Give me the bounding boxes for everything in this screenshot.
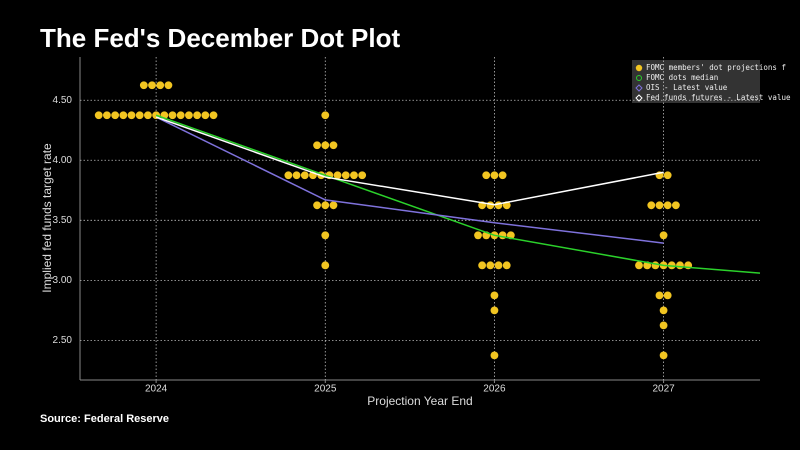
dot (490, 351, 499, 360)
dot (164, 81, 173, 90)
dot (111, 111, 120, 120)
dot (663, 291, 672, 300)
series-line (155, 116, 664, 206)
dot (321, 201, 330, 210)
dot (663, 171, 672, 180)
dot (659, 306, 668, 315)
dot (94, 111, 103, 120)
series-line (155, 116, 664, 244)
dot (498, 231, 507, 240)
dot (185, 111, 193, 120)
dot (663, 201, 672, 210)
dot (498, 171, 507, 180)
dot (209, 111, 218, 120)
dot (333, 171, 342, 180)
dot (490, 306, 499, 315)
legend-marker (636, 75, 642, 81)
legend-box (632, 60, 760, 103)
dot (103, 111, 111, 120)
y-tick-label: 2.50 (53, 335, 73, 346)
dot (478, 261, 487, 270)
dot (139, 81, 148, 90)
x-axis-label: Projection Year End (367, 394, 472, 408)
dot (341, 171, 350, 180)
dot (659, 321, 668, 330)
dot (201, 111, 210, 120)
dot (494, 201, 503, 210)
dot (329, 141, 338, 150)
dot (119, 111, 128, 120)
legend-label: FOMC members' dot projections f (646, 63, 786, 72)
legend-marker (635, 84, 643, 92)
dot (494, 261, 503, 270)
legend-label: FOMC dots median (646, 73, 718, 82)
dot (486, 261, 495, 270)
x-tick-label: 2026 (483, 384, 506, 395)
dot (482, 171, 491, 180)
y-tick-label: 3.00 (53, 275, 73, 286)
dot (659, 231, 668, 240)
dot (676, 261, 684, 270)
dot (313, 201, 321, 210)
dot (659, 351, 668, 360)
x-tick-label: 2024 (145, 384, 168, 395)
dot (284, 171, 293, 180)
source-note: Source: Federal Reserve (40, 413, 169, 425)
dot (490, 171, 499, 180)
dot (168, 111, 177, 120)
x-tick-label: 2027 (652, 384, 675, 395)
dot (321, 261, 330, 270)
dot (321, 111, 330, 120)
chart-title: The Fed's December Dot Plot (40, 23, 400, 53)
dot (490, 291, 499, 300)
dot (358, 171, 367, 180)
dot (651, 261, 660, 270)
dot (655, 201, 664, 210)
y-tick-label: 3.50 (53, 215, 73, 226)
dot (329, 201, 338, 210)
dot (350, 171, 358, 180)
dot (647, 201, 656, 210)
dot (156, 81, 165, 90)
dot (502, 261, 511, 270)
x-tick-label: 2025 (314, 384, 337, 395)
y-tick-label: 4.50 (53, 95, 73, 106)
dot (176, 111, 185, 120)
dot (313, 141, 321, 150)
dot (321, 231, 330, 240)
legend-marker (635, 64, 643, 72)
dot (321, 141, 330, 150)
dot (148, 81, 156, 90)
dot (486, 201, 495, 210)
legend-label: Fed funds futures - Latest value (646, 93, 791, 102)
dot (193, 111, 202, 120)
dot (671, 201, 680, 210)
legend-marker (635, 94, 643, 102)
dot (127, 111, 136, 120)
dot (655, 291, 664, 300)
dot (292, 171, 301, 180)
legend-label: OIS - Latest value (646, 83, 728, 92)
dot (635, 261, 643, 270)
dot (135, 111, 144, 120)
y-axis-label: Implied fed funds target rate (40, 143, 54, 293)
series-line (155, 114, 761, 274)
dot (300, 171, 309, 180)
dot (144, 111, 152, 120)
dot (474, 231, 482, 240)
y-tick-label: 4.00 (53, 155, 73, 166)
